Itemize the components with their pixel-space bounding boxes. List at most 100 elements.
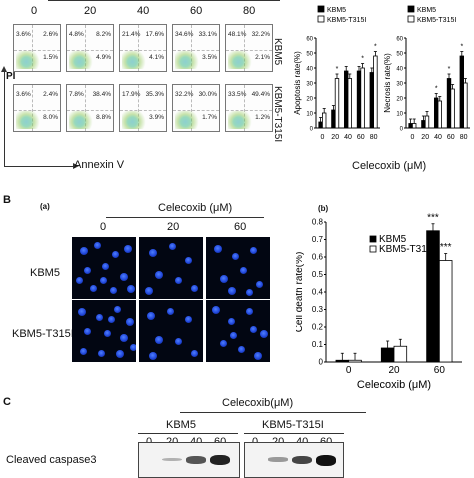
flow-scatter xyxy=(175,111,201,129)
panel-c-treatment-bar xyxy=(180,412,366,413)
significance-marker: * xyxy=(435,86,438,93)
nucleus xyxy=(185,316,192,323)
panel-b-sub-a: (a) xyxy=(40,202,50,211)
legend-label: KBM5 xyxy=(379,234,407,245)
group-bar-kbm5 xyxy=(138,433,238,434)
nucleus xyxy=(254,352,262,360)
concentration-label-a: 60 xyxy=(190,5,203,17)
nucleus xyxy=(110,287,117,294)
y-tick-label: 0.6 xyxy=(312,253,324,262)
y-axis-label: Apoptosis rate(%) xyxy=(293,51,302,115)
bar xyxy=(411,123,417,129)
microscopy-image xyxy=(72,300,136,362)
x-tick-label: 80 xyxy=(370,134,378,141)
nucleus xyxy=(124,245,132,253)
pi-axis-label: PI xyxy=(6,71,16,82)
microscopy-image xyxy=(206,300,270,362)
nucleus xyxy=(220,340,227,347)
quadrant-ur: 38.4% xyxy=(92,91,111,98)
flow-plot: 21.4% 17.6% 4.1% xyxy=(119,24,167,72)
y-tick-label: 50 xyxy=(396,52,403,58)
significance-marker: * xyxy=(460,44,463,51)
legend-label: KBM5-T315I xyxy=(417,17,456,24)
flow-plot: 48.1% 32.2% 2.1% xyxy=(225,24,273,72)
panel-letter-b: B xyxy=(3,194,11,206)
y-tick-label: 20 xyxy=(396,97,403,103)
quadrant-lr: 8.8% xyxy=(96,114,111,121)
cell-death-chart: 0 0.1 0.2 0.3 0.4 0.5 0.6 0.7 0.8 0 20 60 Cell death… xyxy=(296,212,462,391)
legend-swatch xyxy=(407,5,415,13)
y-tick-label: 0.4 xyxy=(312,288,324,297)
y-tick-label: 0 xyxy=(310,127,314,133)
quadrant-ur: 32.2% xyxy=(251,31,270,38)
panel-letter-c: C xyxy=(3,396,11,408)
nucleus xyxy=(84,328,91,335)
y-tick-label: 50 xyxy=(306,52,313,58)
quadrant-lr: 4.1% xyxy=(149,54,164,61)
nucleus xyxy=(175,338,182,345)
significance-marker: *** xyxy=(427,212,439,223)
nucleus xyxy=(100,277,107,284)
legend-label: KBM5-T315I xyxy=(379,244,435,255)
bar xyxy=(424,115,430,129)
bar xyxy=(331,109,336,129)
legend-swatch xyxy=(407,15,415,23)
panel-b-treatment-label: Celecoxib (μM) xyxy=(158,202,233,214)
x-axis-label: Celecoxib (μM) xyxy=(357,379,431,391)
flow-plot: 17.9% 35.3% 3.9% xyxy=(119,84,167,132)
x-tick-label: 80 xyxy=(460,134,468,141)
flow-scatter xyxy=(228,111,254,129)
bar xyxy=(347,78,352,129)
y-tick-label: 0.1 xyxy=(312,340,324,349)
legend-swatch xyxy=(317,15,325,23)
x-tick-label: 60 xyxy=(434,365,446,376)
quadrant-lr: 3.9% xyxy=(149,114,164,121)
nucleus xyxy=(80,247,88,255)
concentration-label-a: 40 xyxy=(137,5,150,17)
pi-axis-arrow xyxy=(4,70,5,166)
quadrant-ul: 17.9% xyxy=(122,91,141,98)
concentration-label-b: 0 xyxy=(100,221,107,233)
concentration-label-b: 60 xyxy=(234,221,247,233)
x-tick-label: 20 xyxy=(331,134,339,141)
bar xyxy=(446,78,452,129)
nucleus xyxy=(108,316,115,323)
nucleus xyxy=(228,318,235,325)
y-tick-label: 0.8 xyxy=(312,218,324,227)
bar xyxy=(408,123,413,129)
x-tick-label: 40 xyxy=(434,134,442,141)
nucleus xyxy=(102,263,109,270)
nucleus xyxy=(147,312,155,320)
nucleus xyxy=(232,253,239,260)
flow-scatter xyxy=(69,51,95,69)
quadrant-lr: 1.2% xyxy=(255,114,270,121)
panel-b-treatment-bar xyxy=(106,217,264,218)
nucleus xyxy=(230,332,237,339)
nucleus xyxy=(130,344,136,351)
flow-plot: 7.8% 38.4% 8.8% xyxy=(66,84,114,132)
bar xyxy=(380,347,395,363)
flow-plot: 33.5% 49.4% 1.2% xyxy=(225,84,273,132)
y-tick-label: 30 xyxy=(396,82,403,88)
group-bar-t315i xyxy=(244,433,344,434)
nucleus xyxy=(76,277,83,284)
apoptosis-chart: 0 10 20 30 40 50 60 0 20 40 60 80 Apoptosis rate(%) K… xyxy=(293,5,380,141)
bar xyxy=(356,70,362,129)
quadrant-ul: 21.4% xyxy=(122,31,141,38)
y-tick-label: 40 xyxy=(306,67,313,73)
cleaved-caspase3-label: Cleaved caspase3 xyxy=(6,454,97,466)
bar xyxy=(369,72,374,129)
nucleus xyxy=(191,285,198,292)
pi-axis-arrowhead xyxy=(1,66,7,72)
row-label-t315i-b: KBM5-T315I xyxy=(12,328,74,340)
row-label-kbm5-b: KBM5 xyxy=(30,267,60,279)
quadrant-ul: 34.6% xyxy=(175,31,194,38)
significance-marker: * xyxy=(374,44,377,51)
nucleus xyxy=(250,247,257,254)
quadrant-ur: 8.2% xyxy=(96,31,111,38)
protein-band xyxy=(268,457,288,462)
nucleus xyxy=(256,281,263,288)
flow-scatter xyxy=(122,51,148,69)
annexin-axis-arrowhead xyxy=(73,163,79,169)
y-tick-label: 60 xyxy=(396,37,403,43)
